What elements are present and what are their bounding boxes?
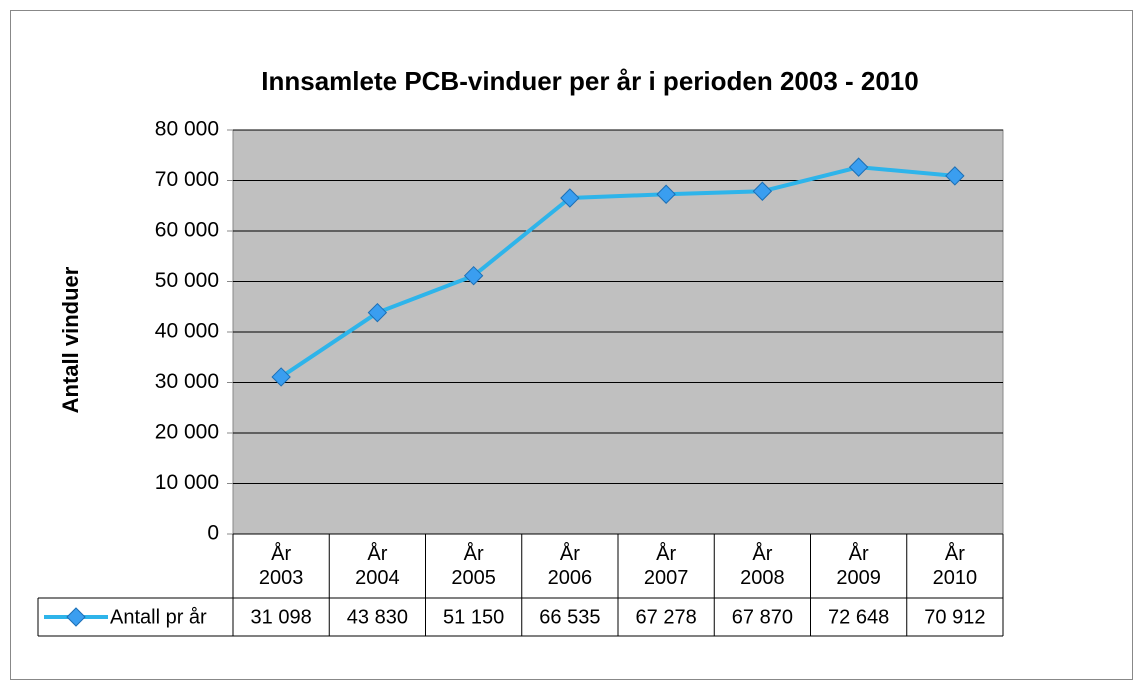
data-table-value: 51 150: [443, 606, 504, 628]
y-tick-label: 80 000: [155, 118, 219, 141]
x-tick-label: År 2003: [258, 543, 304, 589]
y-tick-label: 40 000: [155, 320, 219, 343]
legend-label: Antall pr år: [110, 606, 207, 628]
y-tick-label: 0: [207, 522, 219, 545]
x-tick-label: År 2010: [932, 543, 978, 589]
marker: [463, 265, 484, 286]
y-tick-label: 60 000: [155, 219, 219, 242]
marker: [66, 607, 86, 627]
x-tick-label: År 2006: [547, 543, 593, 589]
data-table-value: 66 535: [539, 606, 600, 628]
data-table-value: 72 648: [828, 606, 889, 628]
x-tick-label: År 2005: [451, 543, 496, 589]
marker: [945, 166, 965, 186]
marker: [848, 157, 869, 177]
marker: [656, 184, 676, 204]
data-table-value: 31 098: [251, 606, 312, 628]
x-tick-label: År 2008: [740, 543, 785, 589]
y-tick-label: 30 000: [155, 370, 219, 393]
x-tick-label: År 2007: [643, 543, 689, 589]
data-table-value: 67 870: [732, 606, 793, 628]
y-tick-label: 70 000: [155, 168, 219, 191]
chart-title: Innsamlete PCB-vinduer per år i perioden…: [261, 66, 918, 96]
marker: [560, 188, 580, 208]
marker: [367, 302, 388, 323]
series-line: [280, 165, 956, 379]
x-tick-label: År 2004: [355, 543, 400, 589]
y-tick-label: 50 000: [155, 269, 219, 292]
marker: [752, 181, 773, 201]
x-tick-label: År 2009: [836, 543, 881, 589]
data-table-value: 43 830: [347, 606, 408, 628]
marker: [271, 367, 291, 387]
y-axis-label: Antall vinduer: [58, 266, 83, 413]
data-table-value: 70 912: [924, 606, 985, 628]
y-tick-label: 20 000: [155, 421, 219, 444]
y-tick-label: 10 000: [155, 471, 219, 494]
data-table-value: 67 278: [636, 606, 697, 628]
